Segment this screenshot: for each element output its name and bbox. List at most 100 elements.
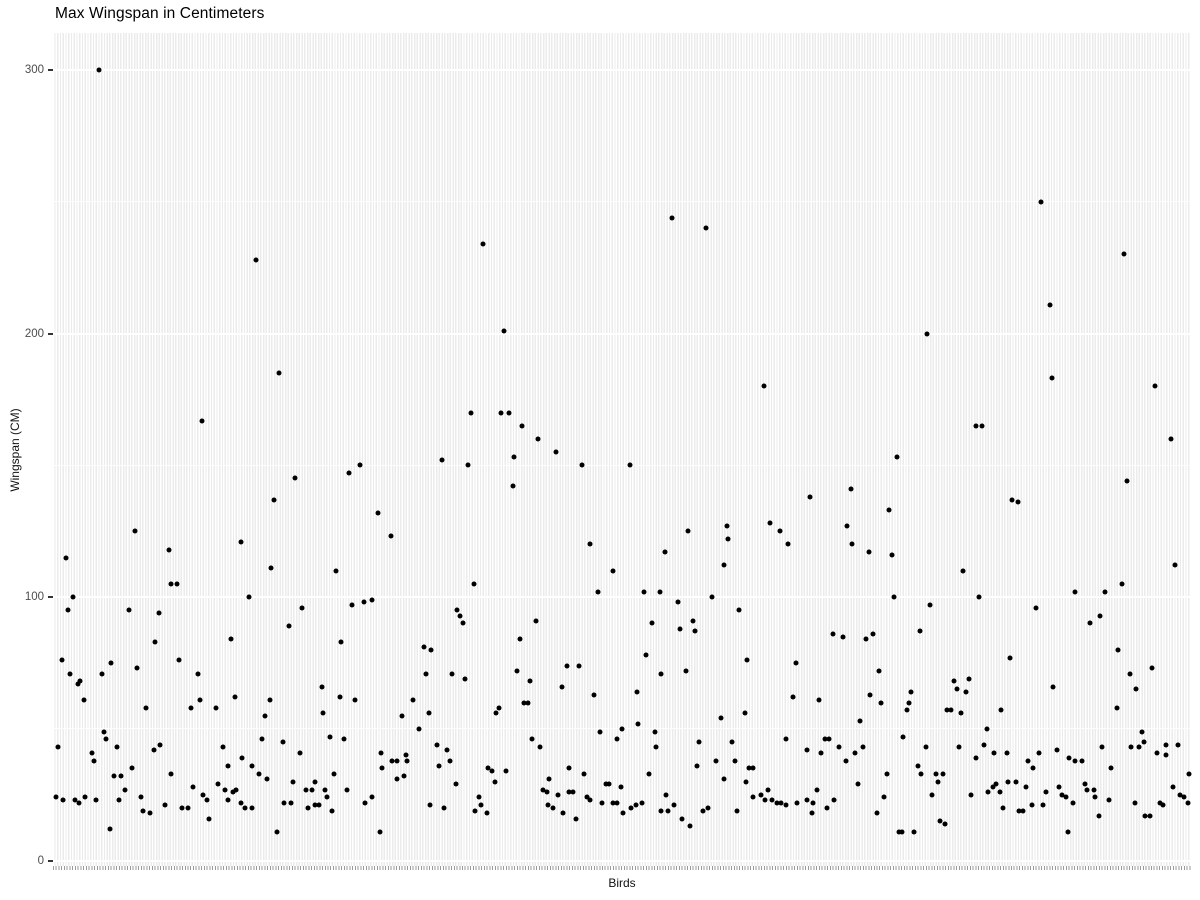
data-point — [649, 620, 655, 626]
data-point — [341, 736, 347, 742]
data-point — [1084, 787, 1090, 793]
data-point — [826, 736, 832, 742]
data-point — [1087, 620, 1093, 626]
data-point — [990, 784, 996, 790]
data-point — [718, 715, 724, 721]
data-point — [352, 697, 358, 703]
data-point — [878, 700, 884, 706]
data-point — [794, 800, 800, 806]
data-point — [783, 736, 789, 742]
data-point — [777, 528, 783, 534]
data-point — [327, 734, 333, 740]
data-point — [439, 457, 445, 463]
data-point — [1072, 589, 1078, 595]
data-point — [774, 800, 780, 806]
data-point — [143, 705, 149, 711]
data-point — [447, 758, 453, 764]
data-point — [1149, 665, 1155, 671]
data-point — [462, 676, 468, 682]
data-point — [472, 808, 478, 814]
data-point — [162, 802, 168, 808]
data-point — [721, 776, 727, 782]
data-point — [361, 599, 367, 605]
data-point — [1136, 744, 1142, 750]
data-point — [1038, 199, 1044, 205]
data-point — [587, 797, 593, 803]
data-point — [758, 792, 764, 798]
data-point — [1181, 794, 1187, 800]
data-point — [199, 418, 205, 423]
data-point — [401, 773, 406, 779]
data-point — [900, 734, 906, 740]
data-point — [103, 736, 109, 742]
data-point — [1079, 758, 1085, 764]
data-point — [1160, 802, 1166, 808]
data-point — [238, 800, 244, 806]
data-point — [204, 797, 210, 803]
data-point — [550, 805, 556, 811]
data-point — [316, 802, 322, 808]
data-point — [228, 636, 234, 642]
data-point — [268, 565, 274, 571]
data-point — [576, 663, 582, 669]
data-point — [899, 829, 905, 835]
data-point — [1036, 750, 1041, 756]
data-point — [511, 454, 517, 460]
data-point — [281, 800, 287, 806]
data-point — [503, 768, 509, 774]
data-point — [573, 816, 579, 822]
data-point — [134, 665, 140, 671]
data-point — [1102, 589, 1107, 595]
data-point — [991, 750, 997, 756]
data-point — [506, 410, 512, 416]
data-point — [215, 781, 221, 787]
data-point — [369, 597, 375, 603]
data-point — [200, 792, 206, 798]
y-gridline-major — [53, 596, 1191, 599]
data-point — [195, 671, 201, 677]
data-point — [973, 423, 979, 429]
data-point — [937, 818, 942, 824]
data-point — [457, 613, 463, 619]
data-point — [790, 694, 796, 700]
data-point — [65, 607, 71, 613]
data-point — [434, 742, 439, 748]
data-point — [454, 607, 460, 613]
data-point — [1163, 742, 1169, 748]
data-point — [346, 470, 352, 476]
data-point — [1066, 755, 1072, 761]
y-gridline-minor — [53, 464, 1191, 466]
data-point — [606, 781, 612, 787]
data-point — [1114, 705, 1120, 711]
data-point — [743, 779, 749, 785]
data-point — [867, 692, 873, 698]
data-point — [67, 671, 73, 677]
data-point — [984, 726, 990, 732]
data-point — [357, 462, 363, 468]
data-point — [197, 697, 203, 703]
data-point — [696, 739, 702, 745]
data-point — [960, 568, 966, 574]
data-point — [222, 787, 228, 793]
y-gridline-minor — [53, 201, 1191, 203]
data-point — [1013, 779, 1019, 785]
data-point — [256, 771, 262, 777]
data-point — [894, 454, 900, 460]
data-point — [108, 660, 114, 666]
data-point — [653, 744, 659, 750]
data-point — [319, 684, 325, 690]
data-point — [72, 797, 78, 803]
data-point — [230, 789, 236, 795]
data-point — [96, 67, 102, 73]
data-point — [147, 810, 153, 816]
data-point — [658, 671, 664, 677]
data-point — [249, 763, 255, 769]
data-point — [703, 225, 709, 231]
data-point — [690, 618, 696, 624]
data-point — [333, 568, 339, 574]
data-point — [700, 808, 706, 814]
data-point — [634, 689, 640, 695]
data-point — [732, 758, 738, 764]
data-point — [99, 671, 105, 677]
data-point — [1005, 779, 1011, 785]
